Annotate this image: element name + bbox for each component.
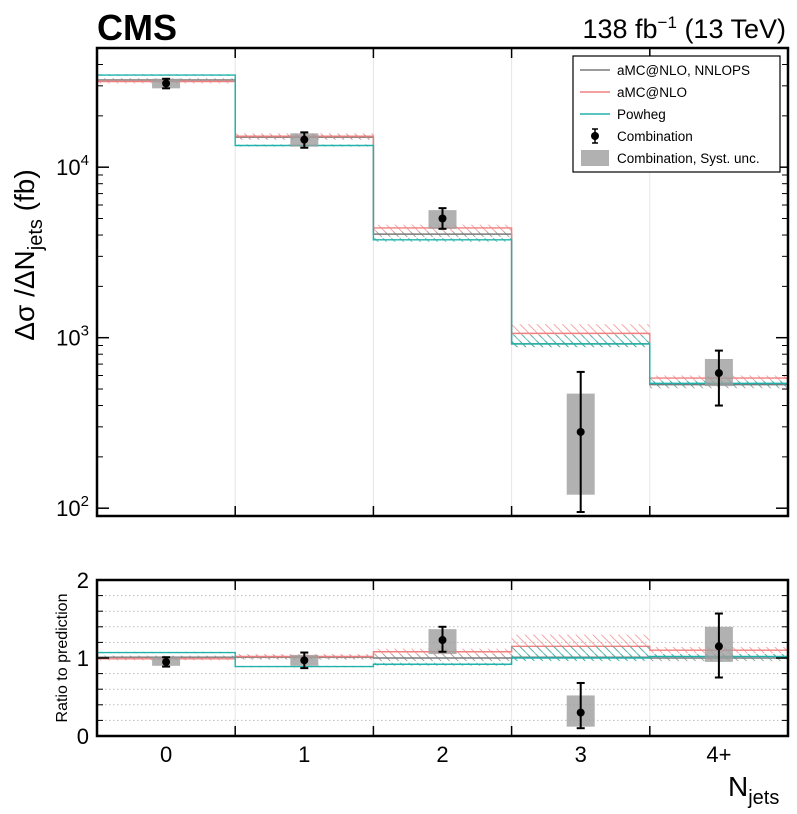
legend-label-nnlops: aMC@NLO, NNLOPS bbox=[617, 63, 750, 78]
legend-entry-nnlops: aMC@NLO, NNLOPS bbox=[580, 63, 750, 78]
ratio-point-bin-2 bbox=[438, 636, 447, 645]
band-powheg-bin-3 bbox=[511, 334, 650, 348]
y-tick-exponent: 2 bbox=[81, 493, 89, 510]
y-tick-exponent: 3 bbox=[81, 323, 89, 340]
ratio-plot bbox=[97, 612, 788, 730]
y-axis-label-main: Δσ /ΔN bbox=[9, 250, 40, 340]
main-plot bbox=[97, 74, 788, 513]
data-point-bin-1 bbox=[300, 135, 309, 144]
legend-label-data: Combination bbox=[617, 129, 693, 144]
y-tick-label: 103 bbox=[56, 323, 89, 351]
legend-label-amcnlo: aMC@NLO bbox=[617, 85, 687, 100]
band-amcnlo-bin-3 bbox=[511, 324, 650, 338]
main-frame bbox=[95, 46, 790, 518]
x-tick-label: 4+ bbox=[706, 742, 731, 767]
y-tick-label: 102 bbox=[56, 493, 89, 521]
line-powheg bbox=[97, 74, 788, 385]
x-tick-label: 3 bbox=[575, 742, 587, 767]
y-tick-base: 10 bbox=[56, 326, 80, 351]
ratio-y-tick-label: 0 bbox=[77, 724, 89, 749]
y-axis-label-sub: jets bbox=[25, 219, 47, 251]
ratio-point-bin-1 bbox=[300, 656, 309, 665]
data-point-bin-2 bbox=[438, 214, 447, 223]
legend-entry-data: Combination bbox=[591, 128, 693, 144]
combination bbox=[152, 77, 733, 513]
y-tick-exponent: 4 bbox=[81, 152, 89, 169]
x-axis-label-main: N bbox=[728, 771, 748, 802]
legend-swatch-marker bbox=[591, 132, 599, 140]
data-point-bin-3 bbox=[576, 427, 585, 436]
legend-swatch-syst bbox=[581, 150, 609, 166]
ratio-point-bin-3 bbox=[576, 708, 585, 717]
experiment-label: CMS bbox=[97, 7, 177, 48]
energy-label: (13 TeV) bbox=[677, 14, 786, 44]
x-axis-label: Njets bbox=[728, 771, 779, 809]
y-axis-label: Δσ /ΔNjets (fb) bbox=[9, 169, 47, 340]
y-axis-label-unit: (fb) bbox=[9, 169, 40, 219]
data-point-bin-0 bbox=[162, 79, 171, 88]
ratio-y-tick-label: 2 bbox=[77, 568, 89, 593]
x-tick-label: 1 bbox=[298, 742, 310, 767]
y-tick-base: 10 bbox=[56, 155, 80, 180]
ratio-axes: 0 1 2 0 1 2 3 4+ bbox=[77, 568, 790, 767]
legend-label-powheg: Powheg bbox=[617, 107, 666, 122]
x-tick-label: 0 bbox=[160, 742, 172, 767]
legend-label-syst: Combination, Syst. unc. bbox=[617, 151, 760, 166]
lumi-value: 138 fb bbox=[582, 14, 657, 44]
legend: aMC@NLO, NNLOPS aMC@NLO Powheg Combination C… bbox=[572, 55, 781, 173]
lumi-exponent: −1 bbox=[658, 13, 677, 32]
ratio-y-tick-label: 1 bbox=[77, 646, 89, 671]
x-axis-label-sub: jets bbox=[747, 787, 779, 809]
legend-entry-syst: Combination, Syst. unc. bbox=[581, 150, 760, 166]
ratio-y-axis-label: Ratio to prediction bbox=[54, 594, 71, 723]
ratio-point-bin-4 bbox=[714, 642, 723, 651]
data-point-bin-4 bbox=[714, 369, 723, 378]
legend-entry-amcnlo: aMC@NLO bbox=[580, 85, 687, 100]
ratio-band-powheg-bin-3 bbox=[511, 646, 650, 662]
y-tick-label: 104 bbox=[56, 152, 89, 180]
ratio-combination bbox=[152, 612, 733, 730]
x-tick-label: 2 bbox=[436, 742, 448, 767]
y-tick-base: 10 bbox=[56, 496, 80, 521]
legend-entry-powheg: Powheg bbox=[580, 107, 666, 122]
ratio-point-bin-0 bbox=[162, 657, 171, 666]
ratio-line-powheg bbox=[97, 651, 788, 668]
luminosity-label: 138 fb−1 (13 TeV) bbox=[582, 13, 786, 44]
